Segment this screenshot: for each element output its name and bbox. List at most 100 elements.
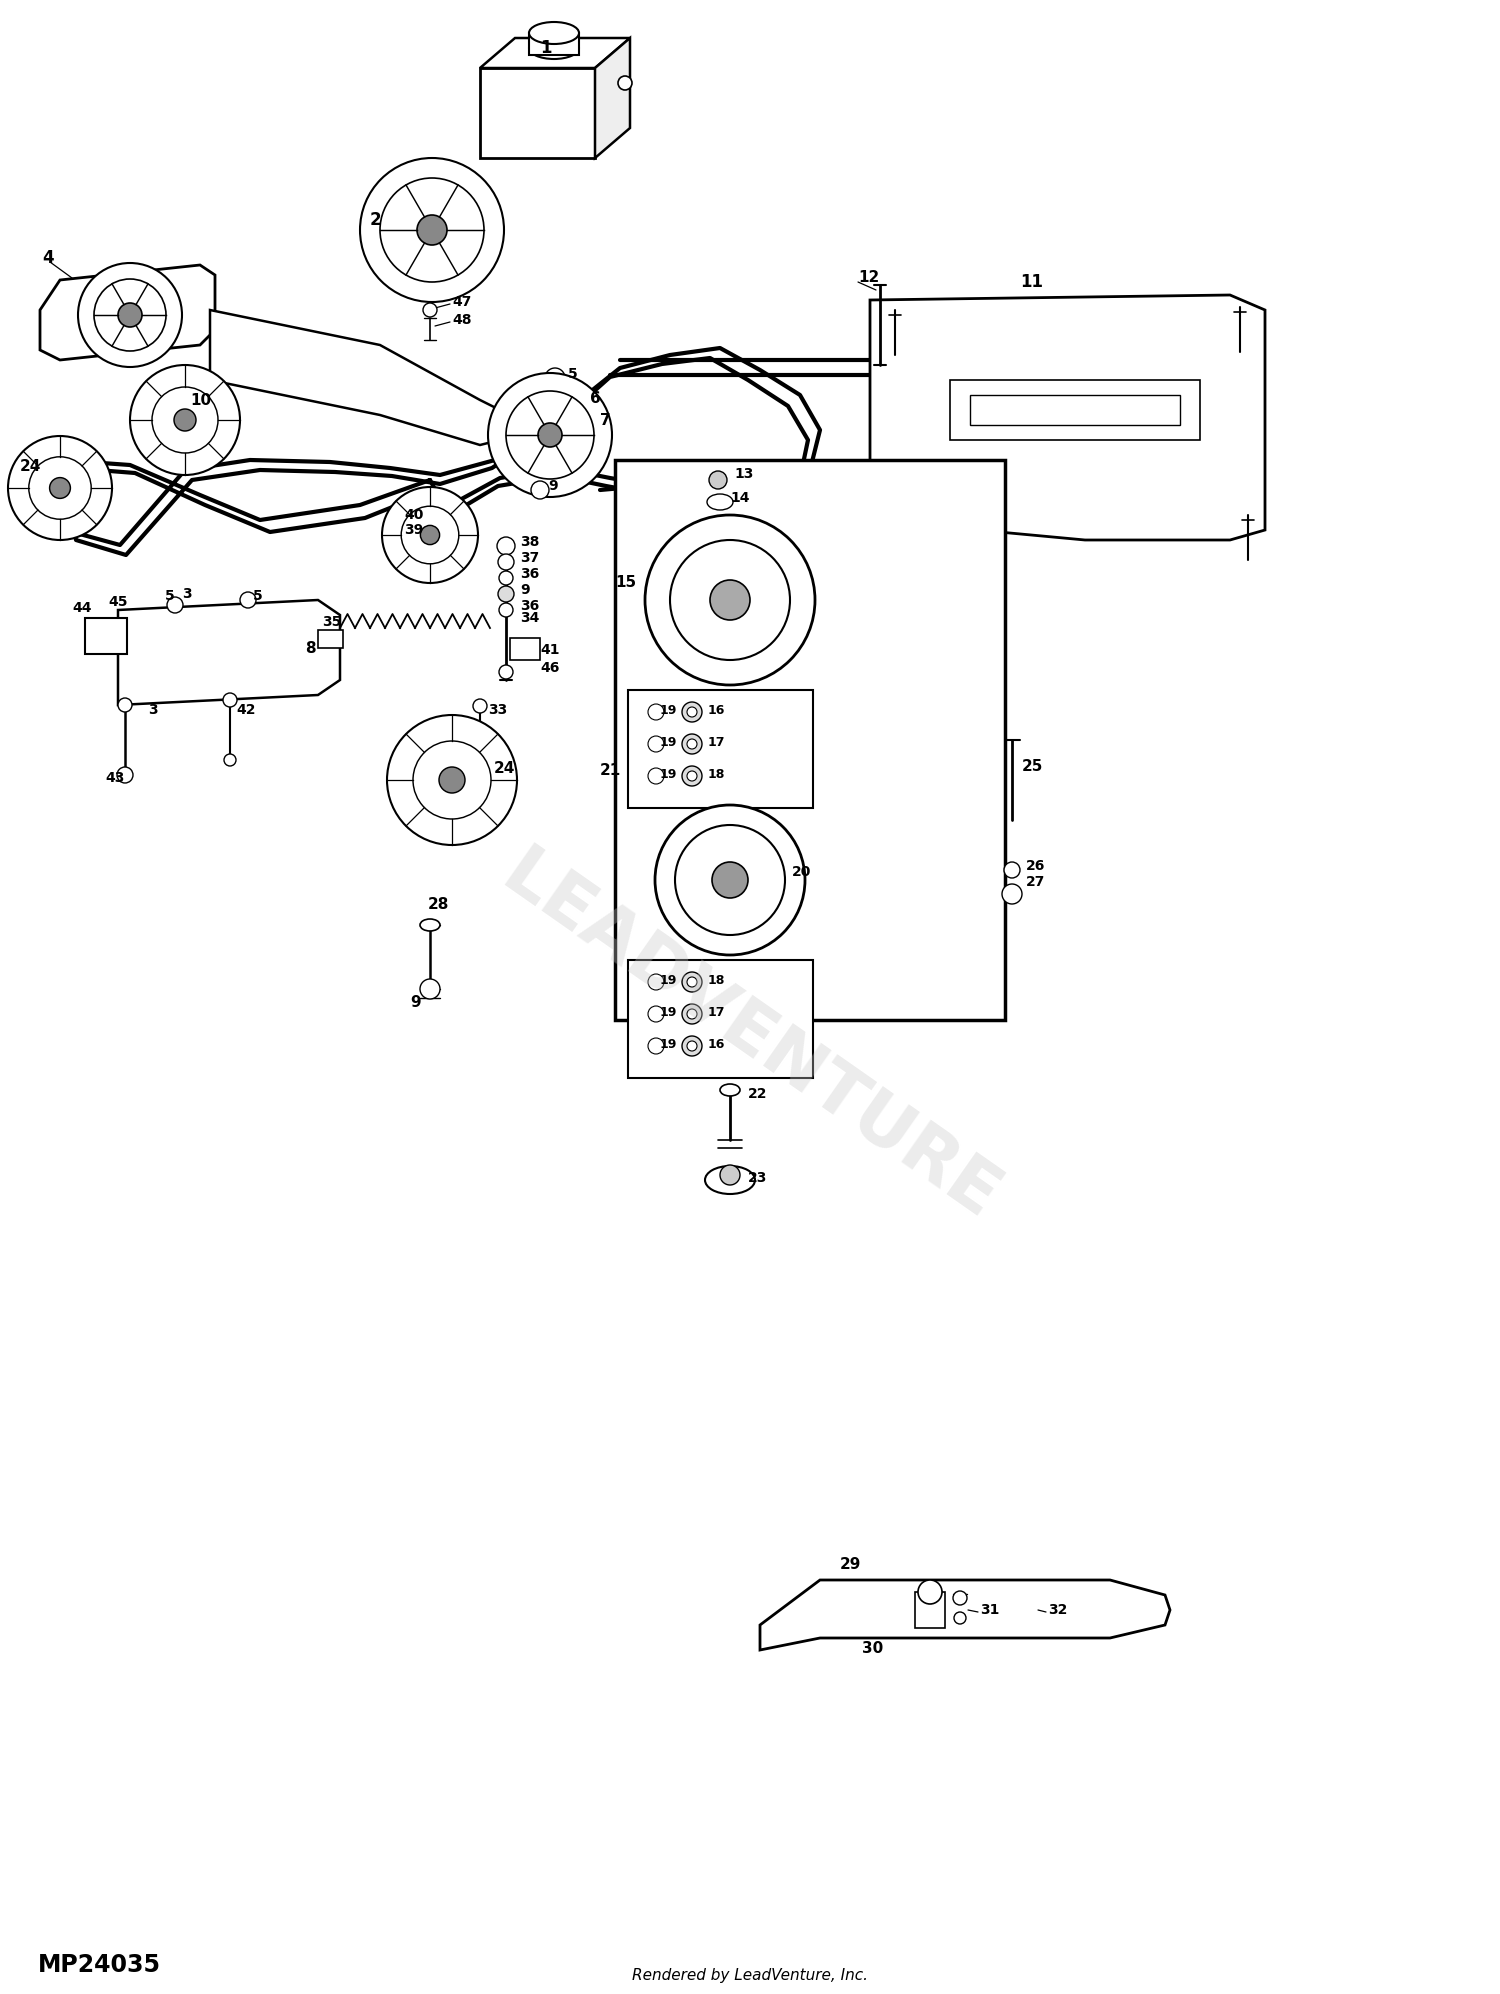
Polygon shape xyxy=(210,309,540,445)
Circle shape xyxy=(474,734,486,746)
Circle shape xyxy=(417,215,447,245)
Bar xyxy=(915,1591,945,1627)
Ellipse shape xyxy=(705,1166,754,1194)
Circle shape xyxy=(1002,883,1022,903)
Circle shape xyxy=(224,694,237,708)
Text: 6: 6 xyxy=(590,391,600,405)
Text: 28: 28 xyxy=(427,897,450,911)
Text: 36: 36 xyxy=(520,566,540,580)
Text: 22: 22 xyxy=(748,1087,768,1101)
Circle shape xyxy=(682,734,702,754)
Text: 19: 19 xyxy=(660,1005,678,1019)
Circle shape xyxy=(710,580,750,620)
Circle shape xyxy=(382,487,478,582)
Bar xyxy=(970,395,1180,425)
Bar xyxy=(318,630,344,648)
Text: 35: 35 xyxy=(322,614,342,628)
Circle shape xyxy=(682,702,702,722)
Text: 9: 9 xyxy=(410,995,420,1009)
Text: 12: 12 xyxy=(858,271,879,285)
Text: 39: 39 xyxy=(404,522,423,536)
Circle shape xyxy=(8,437,112,540)
Circle shape xyxy=(400,506,459,564)
Text: 32: 32 xyxy=(1048,1603,1068,1617)
Text: 36: 36 xyxy=(520,598,540,612)
Circle shape xyxy=(28,457,92,518)
Text: 4: 4 xyxy=(42,249,54,267)
Text: 10: 10 xyxy=(190,393,211,407)
Circle shape xyxy=(656,806,806,955)
Ellipse shape xyxy=(706,495,734,510)
Text: 24: 24 xyxy=(494,760,516,776)
Circle shape xyxy=(712,861,748,897)
Text: 46: 46 xyxy=(540,660,560,676)
Polygon shape xyxy=(596,38,630,158)
Circle shape xyxy=(387,716,518,845)
Text: 18: 18 xyxy=(708,768,726,780)
Circle shape xyxy=(648,704,664,720)
Bar xyxy=(480,68,596,158)
Circle shape xyxy=(544,369,566,389)
Text: 20: 20 xyxy=(792,865,812,879)
Polygon shape xyxy=(870,295,1264,540)
Text: 16: 16 xyxy=(708,1037,726,1051)
Circle shape xyxy=(130,365,240,475)
Circle shape xyxy=(420,524,440,544)
Text: 30: 30 xyxy=(862,1641,883,1655)
Circle shape xyxy=(687,708,698,718)
Circle shape xyxy=(50,479,70,498)
Circle shape xyxy=(174,409,196,431)
Text: 1: 1 xyxy=(540,40,552,58)
Text: 31: 31 xyxy=(980,1603,999,1617)
Circle shape xyxy=(648,768,664,784)
Circle shape xyxy=(531,481,549,498)
Text: 16: 16 xyxy=(708,704,726,716)
Text: 38: 38 xyxy=(520,534,540,548)
Text: 48: 48 xyxy=(452,313,471,327)
Polygon shape xyxy=(760,1579,1170,1649)
Text: 3: 3 xyxy=(182,586,192,600)
Circle shape xyxy=(687,772,698,782)
Text: 17: 17 xyxy=(708,736,726,748)
Circle shape xyxy=(645,514,814,686)
Bar xyxy=(628,959,813,1079)
Polygon shape xyxy=(480,38,630,68)
Circle shape xyxy=(710,471,728,489)
Circle shape xyxy=(648,973,664,989)
Circle shape xyxy=(687,977,698,987)
Text: 9: 9 xyxy=(520,582,530,596)
Text: 45: 45 xyxy=(108,594,128,608)
Circle shape xyxy=(500,570,513,584)
Ellipse shape xyxy=(530,22,579,44)
Circle shape xyxy=(500,602,513,616)
Text: 9: 9 xyxy=(548,479,558,493)
Circle shape xyxy=(682,1037,702,1057)
Text: 24: 24 xyxy=(20,459,42,473)
Text: 43: 43 xyxy=(105,772,125,786)
Text: 19: 19 xyxy=(660,1037,678,1051)
Circle shape xyxy=(152,387,217,453)
Text: 19: 19 xyxy=(660,704,678,716)
Text: 11: 11 xyxy=(1020,273,1042,291)
Circle shape xyxy=(682,766,702,786)
Circle shape xyxy=(117,768,134,784)
Circle shape xyxy=(952,1591,968,1605)
Text: 15: 15 xyxy=(615,574,636,590)
Circle shape xyxy=(118,698,132,712)
Text: 19: 19 xyxy=(660,973,678,987)
Text: MP24035: MP24035 xyxy=(38,1952,160,1976)
Bar xyxy=(615,461,1005,1021)
Ellipse shape xyxy=(420,919,440,931)
Circle shape xyxy=(166,596,183,612)
Circle shape xyxy=(380,177,484,281)
Circle shape xyxy=(682,1005,702,1025)
Text: 3: 3 xyxy=(148,704,158,718)
Circle shape xyxy=(496,536,514,554)
Circle shape xyxy=(488,373,612,497)
Ellipse shape xyxy=(720,1085,740,1097)
Text: 14: 14 xyxy=(730,491,750,504)
Text: 17: 17 xyxy=(708,1005,726,1019)
Text: 42: 42 xyxy=(236,704,255,718)
Text: 41: 41 xyxy=(540,642,560,656)
Text: 33: 33 xyxy=(488,704,507,718)
